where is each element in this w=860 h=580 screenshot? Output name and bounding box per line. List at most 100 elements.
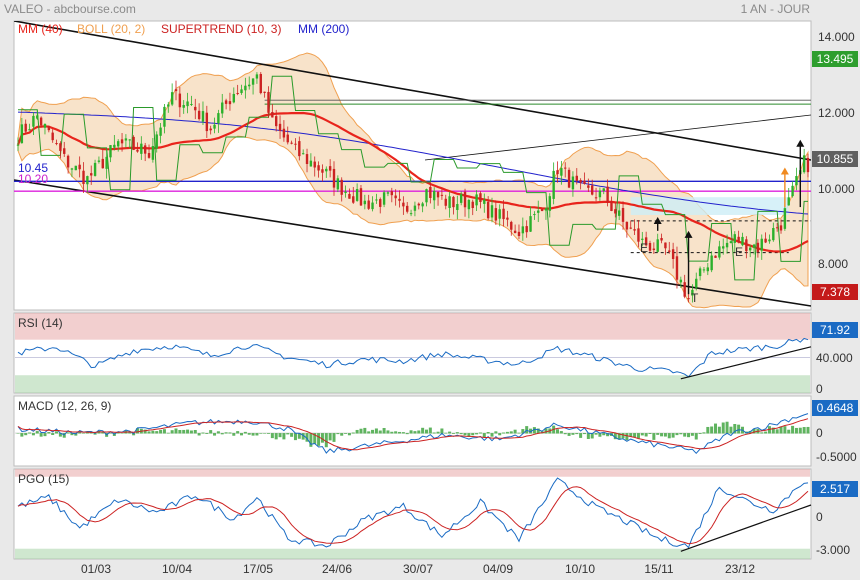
macd-histogram-bar <box>690 433 694 436</box>
macd-histogram-bar <box>421 427 425 434</box>
macd-histogram-bar <box>143 429 147 434</box>
candle-body <box>683 282 686 297</box>
candle-body <box>136 149 139 152</box>
macd-histogram-bar <box>74 433 78 436</box>
macd-histogram-bar <box>502 432 506 434</box>
candle-body <box>82 170 85 185</box>
candle-body <box>197 110 201 120</box>
candle-body <box>775 227 779 229</box>
macd-histogram-bar <box>401 432 405 434</box>
badge-last-text: 10.855 <box>817 152 854 166</box>
candle-body <box>375 199 378 201</box>
price-tick-12: 12.000 <box>818 106 855 120</box>
candle-body <box>602 188 605 192</box>
candle-body <box>664 242 667 249</box>
candle-body <box>440 194 444 196</box>
macd-histogram-bar <box>390 431 394 434</box>
macd-histogram-bar <box>93 433 97 435</box>
badge-rsi-text: 71.92 <box>820 323 850 337</box>
macd-histogram-bar <box>606 433 610 437</box>
candle-body <box>725 242 729 248</box>
candle-body <box>444 198 447 206</box>
macd-histogram-bar <box>147 431 151 434</box>
candle-body <box>286 134 289 143</box>
macd-histogram-bar <box>563 433 567 435</box>
candle-body <box>660 238 663 241</box>
macd-histogram-bar <box>667 433 671 439</box>
badge-pgo <box>812 481 858 497</box>
candle-body <box>201 111 205 122</box>
candle-body <box>698 268 702 277</box>
candle-body <box>733 234 736 243</box>
candle-body <box>178 93 182 108</box>
candle-body <box>710 255 713 271</box>
macd-histogram-bar <box>432 432 436 434</box>
macd-histogram-bar <box>579 433 583 438</box>
macd-histogram-bar <box>317 433 321 446</box>
candle-body <box>344 191 347 194</box>
candle-body <box>251 78 255 85</box>
macd-histogram-bar <box>636 433 640 439</box>
level-label-1045: 10.45 <box>18 161 48 175</box>
x-tick-4: 30/07 <box>403 562 433 576</box>
badge-high <box>812 51 858 67</box>
x-tick-7: 15/11 <box>644 562 673 576</box>
annotation-e2: E <box>735 245 743 259</box>
macd-histogram-bar <box>767 426 771 434</box>
macd-histogram-bar <box>28 432 32 434</box>
pgo-zone <box>15 469 810 477</box>
macd-histogram-bar <box>266 433 270 434</box>
macd-histogram-bar <box>232 433 236 436</box>
candle-body <box>20 124 24 144</box>
macd-histogram-bar <box>687 433 691 438</box>
badge-high-text: 13.495 <box>817 52 854 66</box>
macd-histogram-bar <box>802 427 806 434</box>
candle-body <box>617 210 621 216</box>
candle-body <box>298 141 301 157</box>
macd-histogram-bar <box>197 433 201 436</box>
candle-body <box>779 225 783 231</box>
macd-histogram-bar <box>644 433 648 437</box>
candle-body <box>47 126 51 131</box>
candle-body <box>621 207 625 222</box>
candle-body <box>101 158 104 169</box>
candle-body <box>51 132 54 141</box>
candle-body <box>714 255 717 258</box>
macd-histogram-bar <box>182 429 186 434</box>
macd-tick-neg: -0.5000 <box>816 450 857 464</box>
macd-histogram-bar <box>617 433 621 440</box>
legend-boll: BOLL (20, 2) <box>77 22 145 36</box>
candle-body <box>417 203 420 206</box>
macd-histogram-bar <box>347 433 351 436</box>
macd-histogram-bar <box>243 431 247 434</box>
macd-histogram-bar <box>174 428 178 434</box>
macd-histogram-bar <box>62 433 66 438</box>
badge-rsi <box>812 322 858 338</box>
candle-body <box>402 202 405 207</box>
candle-body <box>494 208 498 221</box>
macd-label: MACD (12, 26, 9) <box>18 399 111 413</box>
candle-body <box>429 186 432 198</box>
candle-body <box>209 128 212 131</box>
macd-histogram-bar <box>559 431 563 434</box>
candle-body <box>232 93 236 103</box>
macd-histogram-bar <box>340 433 344 436</box>
macd-histogram-bar <box>78 431 82 434</box>
macd-histogram-bar <box>255 433 259 436</box>
candle-body <box>772 227 775 241</box>
candle-body <box>745 239 748 252</box>
rsi-trendline <box>680 346 812 380</box>
candle-body <box>367 200 370 209</box>
macd-histogram-bar <box>85 432 89 434</box>
candle-body <box>348 193 351 199</box>
macd-histogram-bar <box>733 424 737 434</box>
macd-histogram-bar <box>486 432 490 434</box>
candle-body <box>394 195 397 199</box>
rsi-tick-40: 40.000 <box>816 351 853 365</box>
candle-body <box>448 196 451 208</box>
candle-body <box>490 205 494 218</box>
macd-histogram-bar <box>663 433 667 437</box>
macd-histogram-bar <box>725 421 729 434</box>
macd-histogram-bar <box>544 428 548 434</box>
